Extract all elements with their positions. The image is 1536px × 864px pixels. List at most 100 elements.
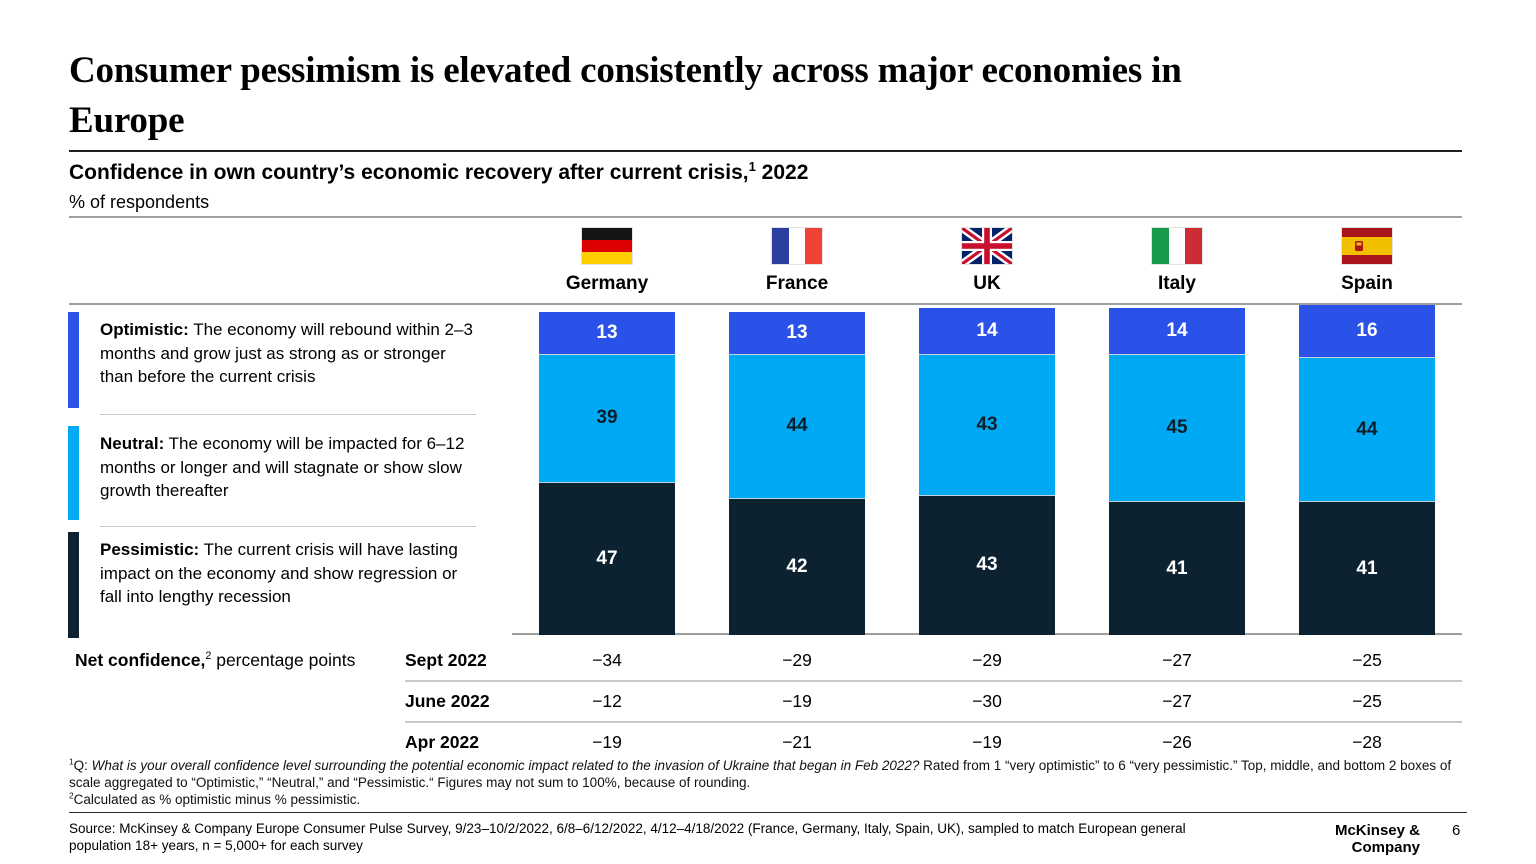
bar-value-label: 42 <box>786 556 808 577</box>
unit-label: % of respondents <box>69 192 210 212</box>
net-values: −34 −29 −29 −27 −25 <box>512 650 1462 671</box>
legend-divider <box>100 414 476 415</box>
net-value-cell: −21 <box>782 732 812 752</box>
net-confidence-label-bold: Net confidence, <box>75 650 206 670</box>
legend-text: Pessimistic: The current crisis will hav… <box>100 532 480 638</box>
footnote-1-rest: Rated from 1 “very optimistic” to 6 “ver… <box>69 758 1452 790</box>
spain-flag-icon <box>1342 228 1392 264</box>
country-header: UK <box>892 228 1082 295</box>
chart-header-row: Germany France UK Italy Spain <box>512 228 1462 295</box>
bar-value-label: 16 <box>1356 320 1378 341</box>
footnotes: 1Q: What is your overall confidence leve… <box>69 757 1461 808</box>
net-value-cell: −25 <box>1352 691 1382 711</box>
footnote-2-marker: 2 <box>69 790 74 801</box>
net-value-cell: −19 <box>972 732 1002 752</box>
bar-value-label: 14 <box>1166 320 1188 341</box>
legend-text: Neutral: The economy will be impacted fo… <box>100 426 480 520</box>
bar-segment-optimistic: 16 <box>1299 305 1435 357</box>
footnote-1-question: What is your overall confidence level su… <box>91 758 920 773</box>
net-value-cell: −28 <box>1352 732 1382 752</box>
optimistic-color-bar-icon <box>68 312 79 408</box>
bar-segment-neutral: 43 <box>919 353 1055 495</box>
bar-value-label: 45 <box>1166 416 1188 438</box>
net-confidence-label: Net confidence,2 percentage points <box>75 650 355 671</box>
bar-value-label: 47 <box>596 547 618 569</box>
bar-segment-optimistic: 14 <box>919 308 1055 354</box>
country-label: UK <box>973 273 1001 294</box>
header-divider <box>69 216 1462 218</box>
bar-column: 14 43 43 <box>919 308 1055 636</box>
net-value-cell: −19 <box>592 732 622 752</box>
page-title: Consumer pessimism is elevated consisten… <box>69 50 1182 141</box>
bar-segment-pessimistic: 41 <box>1299 501 1435 636</box>
footnote-1-marker: 1 <box>69 756 74 767</box>
bar-segment-pessimistic: 43 <box>919 494 1055 636</box>
net-value-cell: −25 <box>1352 650 1382 670</box>
bar-value-label: 43 <box>976 554 998 576</box>
footnote-2-text: Calculated as % optimistic minus % pessi… <box>73 792 361 807</box>
footnote-1-prefix: Q: <box>73 758 92 773</box>
country-label: Italy <box>1157 273 1197 294</box>
bar-value-label: 41 <box>1166 557 1188 579</box>
chart-title-text: Confidence in own country’s economic rec… <box>69 161 749 184</box>
title-divider <box>69 150 1462 152</box>
footnote-2: 2Calculated as % optimistic minus % pess… <box>69 791 1461 808</box>
bar-value-label: 43 <box>976 413 998 435</box>
footer-divider <box>69 812 1467 813</box>
net-value-cell: −26 <box>1162 732 1192 752</box>
bar-column: 13 39 47 <box>539 311 675 636</box>
net-value-cell: −27 <box>1162 650 1192 670</box>
bar-segment-neutral: 44 <box>729 353 865 498</box>
net-value-cell: −12 <box>592 691 622 711</box>
net-period-label: June 2022 <box>405 691 490 711</box>
bar-column: 16 44 41 <box>1299 305 1435 636</box>
bar-segment-optimistic: 13 <box>729 311 865 354</box>
country-header: France <box>702 228 892 295</box>
legend-description: The current crisis will have lasting imp… <box>100 540 458 606</box>
bar-value-label: 44 <box>786 415 808 437</box>
net-value-cell: −19 <box>782 691 812 711</box>
country-label: Spain <box>1341 273 1393 294</box>
pessimistic-color-bar-icon <box>68 532 79 638</box>
bar-value-label: 13 <box>596 321 618 343</box>
bar-column: 14 45 41 <box>1109 308 1245 636</box>
bar-value-label: 44 <box>1356 418 1378 440</box>
legend-term: Neutral: <box>100 434 165 453</box>
bar-value-label: 41 <box>1356 557 1378 579</box>
footnote-ref-1: 1 <box>748 159 756 174</box>
legend-divider <box>100 526 476 527</box>
legend-text: Optimistic: The economy will rebound wit… <box>100 312 480 408</box>
bar-segment-optimistic: 13 <box>539 311 675 354</box>
legend-term: Optimistic: <box>100 320 189 339</box>
italy-flag-icon <box>1152 228 1202 264</box>
net-value-cell: −34 <box>592 650 622 670</box>
country-label: France <box>765 273 829 294</box>
legend-description: The economy will rebound within 2–3 mont… <box>100 320 473 386</box>
net-period-label: Apr 2022 <box>405 732 479 752</box>
company-logo-text: McKinsey & Company <box>1334 822 1420 856</box>
stacked-bar-chart: 13 39 47 13 44 42 14 43 43 14 45 41 16 44 41 <box>512 305 1462 636</box>
net-value-cell: −29 <box>972 650 1002 670</box>
country-header: Italy <box>1082 228 1272 295</box>
net-value-cell: −27 <box>1162 691 1192 711</box>
country-header: Spain <box>1272 228 1462 295</box>
bar-value-label: 39 <box>596 407 618 429</box>
net-values: −12 −19 −30 −27 −25 <box>512 691 1462 712</box>
country-row-divider <box>69 303 1462 305</box>
chart-title: Confidence in own country’s economic rec… <box>69 159 808 185</box>
bar-segment-pessimistic: 47 <box>539 481 675 636</box>
net-confidence-row: Sept 2022 −34 −29 −29 −27 −25 <box>405 641 1462 682</box>
country-label: Germany <box>565 273 649 294</box>
bar-column: 13 44 42 <box>729 311 865 636</box>
bar-segment-pessimistic: 41 <box>1109 501 1245 636</box>
uk-flag-icon <box>962 228 1012 264</box>
net-values: −19 −21 −19 −26 −28 <box>512 732 1462 753</box>
bar-segment-pessimistic: 42 <box>729 497 865 636</box>
net-confidence-label-rest: percentage points <box>211 650 356 670</box>
net-confidence-row: June 2022 −12 −19 −30 −27 −25 <box>405 682 1462 723</box>
legend-term: Pessimistic: <box>100 540 200 559</box>
net-period-label: Sept 2022 <box>405 650 487 670</box>
bar-segment-neutral: 45 <box>1109 353 1245 501</box>
legend-description: The economy will be impacted for 6–12 mo… <box>100 434 465 500</box>
source-note: Source: McKinsey & Company Europe Consum… <box>69 821 1186 853</box>
